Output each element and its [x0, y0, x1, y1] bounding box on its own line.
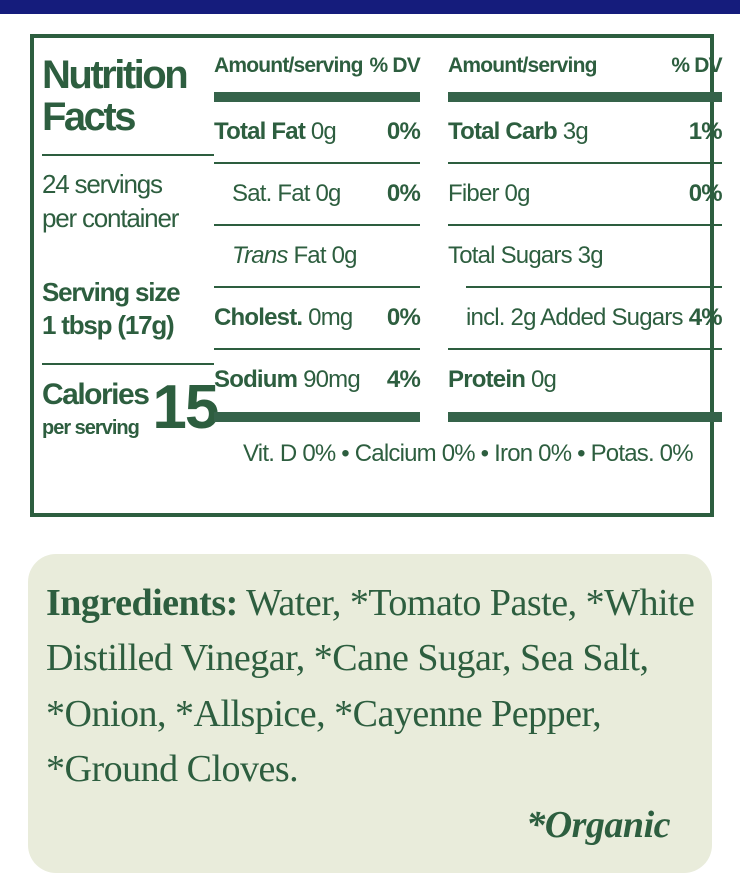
- nutrient-row: Cholest. 0mg 0%: [214, 288, 421, 348]
- nutrient-name: Total Sugars 3g: [448, 242, 604, 269]
- calories-label: Calories: [42, 378, 150, 412]
- divider: [214, 286, 420, 288]
- calories-value: 15: [152, 373, 219, 443]
- nutrient-name: Cholest. 0mg: [214, 304, 353, 331]
- top-accent-bar: [0, 0, 740, 14]
- nutrient-dv-value: 0%: [386, 180, 421, 207]
- servings-per-container: 24 servings per container: [42, 168, 214, 236]
- serving-size: Serving size 1 tbsp (17g): [42, 276, 214, 344]
- nutrient-dv-value: 0%: [386, 304, 421, 331]
- nutrient-row: Protein 0g: [448, 350, 722, 410]
- divider: [42, 363, 214, 366]
- nutrition-facts-title: Nutrition Facts: [42, 54, 214, 138]
- title-line2: Facts: [42, 95, 137, 139]
- divider: [214, 224, 420, 226]
- nutrient-row: incl. 2g Added Sugars 4%: [448, 288, 723, 348]
- servings-line2: per container: [42, 202, 179, 233]
- nutrient-column-carb: Amount/serving % DV Total Carb 3g 1% Fiber…: [448, 54, 723, 422]
- column-header: Amount/serving % DV: [448, 54, 723, 92]
- organic-footnote: *Organic: [526, 803, 670, 846]
- nutrient-rows: Total Carb 3g 1% Fiber 0g 0% Total Sugars 3g…: [448, 102, 723, 410]
- calories-block: Calories per serving 15: [42, 373, 219, 443]
- nutrient-columns-wrap: Amount/serving % DV Total Fat 0g 0% Sat. F…: [214, 46, 723, 505]
- nutrient-name: Fiber 0g: [448, 180, 530, 207]
- nutrient-dv-value: 4%: [688, 304, 723, 331]
- thick-divider-bar: [214, 412, 420, 422]
- nutrient-dv-value: 1%: [688, 118, 723, 145]
- nutrient-row: Total Sugars 3g: [448, 226, 722, 286]
- nutrient-name: Protein 0g: [448, 366, 557, 393]
- divider: [42, 154, 214, 156]
- divider: [448, 348, 722, 350]
- nutrient-row: Sat. Fat 0g 0%: [214, 164, 421, 224]
- nutrient-name: Trans Fat 0g: [232, 242, 357, 269]
- serving-size-label: Serving size: [42, 276, 181, 307]
- amount-per-serving-label: Amount/serving: [214, 54, 363, 77]
- nutrient-row: Total Carb 3g 1%: [448, 102, 723, 162]
- percent-dv-label: % DV: [369, 54, 421, 77]
- nutrient-name: Sodium 90mg: [214, 366, 361, 393]
- divider: [448, 162, 722, 164]
- percent-dv-label: % DV: [671, 54, 722, 77]
- serving-size-value: 1 tbsp (17g): [42, 310, 175, 341]
- divider: [214, 348, 420, 350]
- ingredients-text: Water, *Tomato Paste, *White Distilled V…: [46, 582, 695, 791]
- divider: [448, 224, 722, 226]
- nutrient-name: Total Carb 3g: [448, 118, 589, 145]
- column-header: Amount/serving % DV: [214, 54, 421, 92]
- title-line1: Nutrition: [42, 53, 189, 97]
- nutrient-name: Sat. Fat 0g: [232, 180, 341, 207]
- nutrient-name: incl. 2g Added Sugars: [466, 304, 684, 331]
- thick-divider-bar: [214, 92, 420, 102]
- servings-line1: 24 servings: [42, 169, 163, 199]
- ingredients-label: Ingredients:: [46, 582, 238, 624]
- vitamins-footer: Vit. D 0% • Calcium 0% • Iron 0% • Potas…: [243, 440, 694, 467]
- nutrition-facts-panel: Nutrition Facts 24 servings per containe…: [30, 34, 723, 517]
- nutrient-name: Total Fat 0g: [214, 118, 337, 145]
- nutrient-row: Total Fat 0g 0%: [214, 102, 421, 162]
- nutrient-row: Fiber 0g 0%: [448, 164, 723, 224]
- ingredients-panel: Ingredients: Water, *Tomato Paste, *Whit…: [28, 554, 712, 874]
- nutrient-row: Trans Fat 0g: [214, 226, 420, 286]
- divider: [214, 162, 420, 164]
- thick-divider-bar: [448, 92, 722, 102]
- amount-per-serving-label: Amount/serving: [448, 54, 597, 77]
- nutrient-row: Sodium 90mg 4%: [214, 350, 421, 410]
- nutrient-column-fat: Amount/serving % DV Total Fat 0g 0% Sat. F…: [214, 54, 421, 422]
- thick-divider-bar: [448, 412, 722, 422]
- nutrient-dv-value: 4%: [386, 366, 421, 393]
- nutrient-dv-value: 0%: [386, 118, 421, 145]
- nutrient-rows: Total Fat 0g 0% Sat. Fat 0g 0% Trans Fat 0g C…: [214, 102, 421, 410]
- panel-left-column: Nutrition Facts 24 servings per containe…: [42, 46, 219, 505]
- nutrient-dv-value: 0%: [688, 180, 723, 207]
- divider: [466, 286, 722, 288]
- calories-sublabel: per serving: [42, 416, 140, 439]
